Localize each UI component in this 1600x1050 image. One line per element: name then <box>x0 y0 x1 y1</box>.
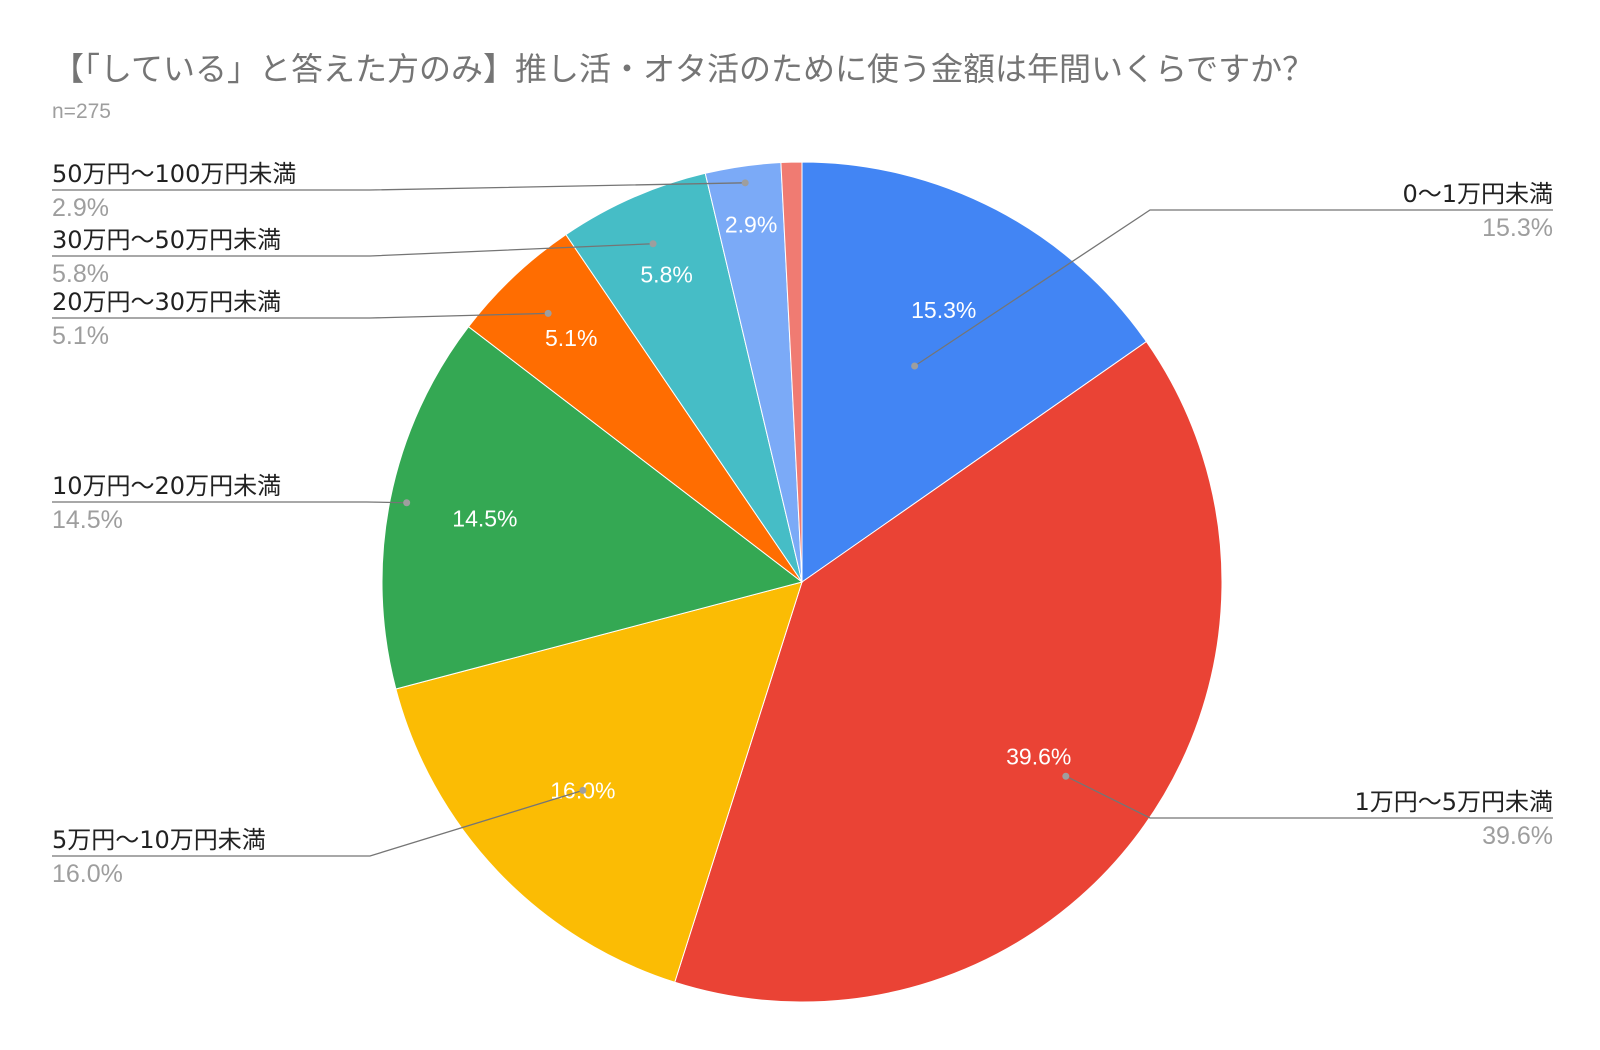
leader-dot-2 <box>579 786 587 794</box>
slice-value-label-3: 14.5% <box>452 505 517 531</box>
legend-entry-1: 1万円〜5万円未満 39.6% <box>1062 772 1553 850</box>
leader-line-5 <box>52 243 654 257</box>
pie-slice-5 <box>565 172 803 583</box>
chart-subtitle: n=275 <box>52 100 111 123</box>
pie-slices <box>381 161 1223 1003</box>
leader-line-3 <box>52 501 407 504</box>
legend-entry-5: 30万円〜50万円未満 5.8% <box>52 226 657 288</box>
pie-slice-3 <box>381 325 804 690</box>
legend-label-3: 10万円〜20万円未満 <box>52 472 281 500</box>
pie-slice-1 <box>674 340 1223 1003</box>
legend-entry-2: 5万円〜10万円未満 16.0% <box>52 786 587 888</box>
legend-entry-6: 50万円〜100万円未満 2.9% <box>52 160 749 222</box>
legend-value-3: 14.5% <box>52 506 123 534</box>
legend-label-6: 50万円〜100万円未満 <box>52 160 296 188</box>
slice-value-label-5: 5.8% <box>640 261 692 287</box>
leader-dot-3 <box>403 499 411 507</box>
pie-slice-2 <box>395 581 803 983</box>
leader-line-1 <box>1065 775 1553 819</box>
legend-label-1: 1万円〜5万円未満 <box>1354 788 1553 816</box>
leader-dot-5 <box>649 240 657 248</box>
legend-value-0: 15.3% <box>1482 214 1553 242</box>
legend-label-4: 20万円〜30万円未満 <box>52 288 281 316</box>
pie-legend: 0〜1万円未満 15.3% 1万円〜5万円未満 39.6% 5万円〜10万円未満 16.0… <box>52 160 1553 888</box>
slice-value-label-1: 39.6% <box>1006 743 1071 769</box>
leader-line-4 <box>52 312 549 319</box>
legend-entry-3: 10万円〜20万円未満 14.5% <box>52 472 411 534</box>
legend-value-2: 16.0% <box>52 860 123 888</box>
leader-dot-4 <box>544 309 552 317</box>
legend-entry-0: 0〜1万円未満 15.3% <box>911 180 1553 370</box>
leader-dot-6 <box>741 179 749 187</box>
legend-value-5: 5.8% <box>52 260 109 288</box>
legend-value-6: 2.9% <box>52 194 109 222</box>
leader-dot-1 <box>1062 772 1070 780</box>
leader-dot-0 <box>911 362 919 370</box>
legend-label-5: 30万円〜50万円未満 <box>52 226 281 254</box>
slice-value-label-4: 5.1% <box>545 325 597 351</box>
pie-slice-0 <box>801 161 1148 583</box>
legend-label-2: 5万円〜10万円未満 <box>52 826 266 854</box>
slice-value-label-6: 2.9% <box>725 211 777 237</box>
legend-value-1: 39.6% <box>1482 822 1553 850</box>
pie-slice-7 <box>780 161 803 583</box>
leader-line-6 <box>52 182 746 191</box>
slice-value-label-0: 15.3% <box>911 297 976 323</box>
leader-line-0 <box>914 209 1553 367</box>
chart-title: 【「している」と答えた方のみ】推し活・オタ活のために使う金額は年間いくらですか？ <box>52 50 1315 88</box>
leader-line-2 <box>52 789 584 857</box>
legend-label-0: 0〜1万円未満 <box>1402 180 1553 208</box>
legend-value-4: 5.1% <box>52 322 109 350</box>
legend-entry-4: 20万円〜30万円未満 5.1% <box>52 288 552 350</box>
